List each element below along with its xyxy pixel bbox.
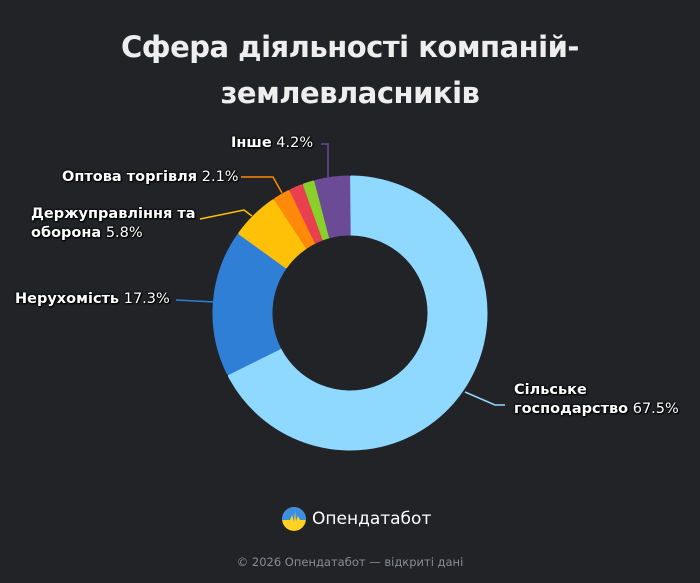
donut-slice-0	[227, 175, 488, 451]
label-wholesale-trade-pct: 2.1%	[201, 169, 239, 185]
chart-title-line-2: землевласників	[220, 76, 480, 110]
label-other-pct: 4.2%	[276, 135, 314, 151]
label-government-name: оборона	[31, 225, 102, 241]
brand: Опендатабот	[282, 507, 431, 531]
leader-line-trade	[241, 176, 283, 194]
donut-slice-4	[289, 184, 324, 244]
label-agriculture-name: господарство	[514, 401, 629, 417]
label-real-estate-pct: 17.3%	[123, 291, 170, 307]
footer-copyright: © 2026 Опендатабот — відкриті дані	[236, 555, 464, 569]
label-agriculture-line1: Сільське	[514, 382, 587, 398]
label-real-estate: Нерухомість 17.3%	[15, 290, 170, 309]
label-wholesale-trade-name: Оптова торгівля	[62, 169, 198, 185]
leader-lines	[175, 143, 505, 406]
label-agriculture: Сільське господарство 67.5%	[514, 381, 679, 419]
label-government-line1: Держуправління та	[31, 206, 196, 222]
label-wholesale-trade: Оптова торгівля 2.1%	[62, 168, 239, 187]
donut-slice-3	[273, 190, 316, 249]
label-real-estate-name: Нерухомість	[15, 291, 120, 307]
donut-slice-2	[238, 199, 307, 269]
label-agriculture-pct: 67.5%	[632, 401, 679, 417]
opendatabot-logo-icon	[282, 507, 306, 531]
donut-slice-6	[314, 175, 351, 239]
chart-title-line-1: Сфера діяльності компаній-	[121, 30, 579, 64]
donut-slices	[212, 175, 488, 451]
brand-name: Опендатабот	[312, 509, 432, 529]
label-government-pct: 5.8%	[105, 225, 143, 241]
leader-line-realty	[175, 299, 216, 303]
leader-line-other	[321, 143, 329, 177]
label-government: Держуправління та оборона 5.8%	[31, 205, 196, 243]
donut-slice-5	[302, 180, 331, 241]
label-other: Інше 4.2%	[231, 134, 313, 153]
leader-line-gov	[199, 209, 253, 220]
donut-slice-1	[212, 234, 287, 375]
chart-title: Сфера діяльності компаній- землевласникі…	[0, 24, 700, 116]
label-other-name: Інше	[231, 135, 272, 151]
leader-line-agri	[464, 391, 505, 406]
